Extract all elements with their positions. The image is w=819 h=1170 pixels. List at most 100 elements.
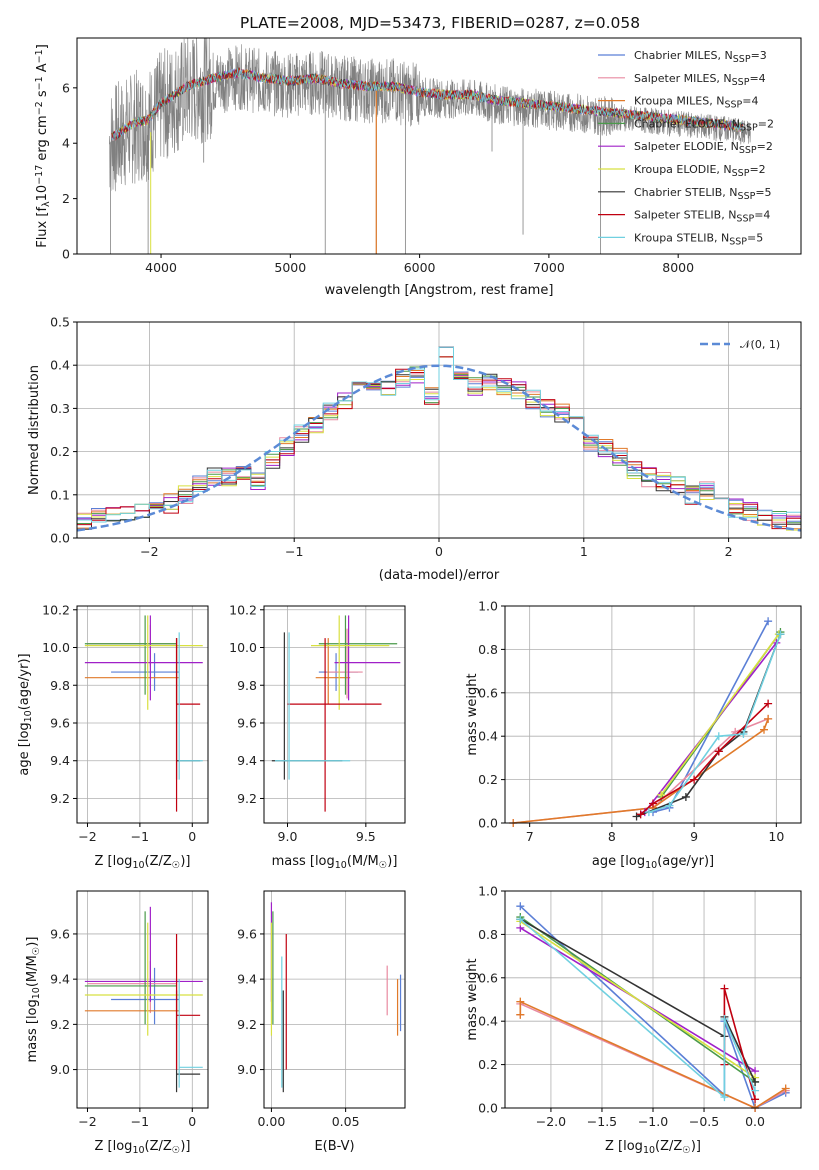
panel-0: 4000 5000 6000 7000 8000 0 2 4 6 Chabrier MILES, … [34, 37, 802, 298]
weight-point-7 [690, 775, 699, 784]
x-tick-label: −2 [140, 544, 158, 559]
x-tick-label: 0 [188, 1114, 196, 1129]
x-tick-label: −1 [131, 829, 149, 844]
legend-entry: Chabrier MILES, NSSP=3 [634, 49, 767, 65]
x-tick-label: −2.0 [536, 1114, 566, 1129]
panel-5: −2 −1 0 9.0 9.2 9.4 9.6 Z [log10(Z/Z☉)] mass [lo… [25, 890, 209, 1156]
x-tick-label: −1 [131, 1114, 149, 1129]
x-tick-label: 5000 [274, 260, 306, 275]
panel-2: −2 −1 0 9.2 9.4 9.6 9.8 10.0 10.2 Z [log10(Z/Z☉)]… [17, 602, 209, 871]
y-tick-label: 10.2 [42, 602, 70, 617]
legend-entry: Chabrier ELODIE, NSSP=2 [634, 117, 774, 132]
y-tick-label: 0.0 [50, 531, 70, 546]
weight-point-2 [781, 1084, 790, 1093]
x-axis-label: Z [log10(Z/Z☉)] [605, 1139, 701, 1156]
weight-point-7 [764, 699, 773, 708]
y-tick-label: 0.6 [478, 685, 498, 700]
y-tick-label: 0.8 [478, 642, 498, 657]
histogram-8 [77, 346, 801, 523]
y-tick-label: 0.5 [50, 315, 70, 330]
figure-title: PLATE=2008, MJD=53473, FIBERID=0287, z=0… [240, 14, 640, 32]
weight-point-8 [720, 1093, 729, 1102]
x-tick-label: 0.05 [332, 1114, 360, 1129]
weight-line-5 [519, 920, 756, 1079]
y-tick-label: 9.8 [237, 678, 257, 693]
weight-point-7 [751, 1095, 760, 1104]
legend-entry: Kroupa ELODIE, NSSP=2 [634, 163, 766, 179]
axes-frame [263, 890, 406, 1109]
x-tick-label: 0 [188, 829, 196, 844]
y-tick-label: 0.1 [50, 487, 70, 502]
y-tick-label: 9.6 [237, 715, 257, 730]
x-axis-label: age [log10(age/yr)] [592, 854, 714, 871]
y-tick-label: 9.2 [237, 791, 257, 806]
y-tick-label: 0.2 [478, 772, 498, 787]
weight-point-8 [665, 801, 674, 810]
x-tick-label: 1 [580, 544, 588, 559]
weight-point-7 [636, 810, 645, 819]
y-tick-label: 0.4 [478, 1014, 498, 1029]
weight-point-7 [649, 799, 657, 808]
y-tick-label: 10.0 [42, 640, 70, 655]
weight-line-7 [723, 988, 756, 1100]
x-tick-label: −1 [285, 544, 303, 559]
y-tick-label: 9.4 [237, 972, 257, 987]
y-tick-label: 1.0 [478, 599, 498, 614]
x-tick-label: 4000 [145, 260, 177, 275]
y-tick-label: 9.0 [50, 1062, 70, 1077]
x-tick-label: 9 [690, 829, 698, 844]
x-axis-label: Z [log10(Z/Z☉)] [95, 854, 191, 871]
legend-entry: 𝒩(0, 1) [740, 338, 780, 351]
weight-point-2 [516, 997, 525, 1006]
weight-point-5 [657, 790, 666, 799]
y-tick-label: 0.4 [478, 729, 498, 744]
weight-point-6 [681, 792, 690, 801]
weight-point-2 [760, 725, 768, 734]
weight-point-8 [516, 915, 525, 924]
y-tick-label: 4 [62, 136, 70, 151]
panel-7: −2.0 −1.5 −1.0 −0.5 0.0 0.0 0.2 0.4 0.6 0.8 1.0 Z [… [465, 884, 802, 1156]
x-tick-label: −2 [78, 829, 96, 844]
y-axis-label: Flux [fλ10−17 erg cm−2 s−1 A−1] [34, 44, 52, 248]
legend-entry: Salpeter ELODIE, NSSP=2 [634, 140, 773, 156]
y-tick-label: 0.2 [478, 1057, 498, 1072]
weight-point-7 [714, 747, 723, 756]
x-tick-label: −0.5 [689, 1114, 719, 1129]
y-tick-label: 0.8 [478, 927, 498, 942]
x-tick-label: −2 [78, 1114, 96, 1129]
y-tick-label: 0.0 [478, 816, 498, 831]
x-axis-label: (data-model)/error [379, 568, 500, 583]
y-tick-label: 9.4 [50, 972, 70, 987]
x-tick-label: 8000 [662, 260, 694, 275]
x-axis-label: wavelength [Angstrom, rest frame] [325, 283, 554, 298]
legend: Chabrier MILES, NSSP=3 Salpeter MILES, NS… [598, 49, 774, 247]
y-tick-label: 9.8 [50, 678, 70, 693]
weight-point-2 [764, 714, 773, 723]
x-tick-label: 9.5 [356, 829, 376, 844]
y-tick-label: 0 [62, 247, 70, 262]
axes-frame [504, 605, 802, 824]
y-tick-label: 0.4 [50, 358, 70, 373]
panel-3: 9.0 9.5 9.2 9.4 9.6 9.8 10.0 10.2 mass [log10(M/… [229, 602, 406, 871]
panel-4: 7 8 9 10 0.0 0.2 0.4 0.6 0.8 1.0 age [log10(age/yr… [465, 599, 802, 871]
weight-point-6 [751, 1077, 760, 1086]
legend-entry: Kroupa MILES, NSSP=4 [634, 95, 758, 111]
weight-line-2 [519, 1000, 787, 1109]
x-tick-label: 8 [608, 829, 616, 844]
y-tick-label: 0.3 [50, 401, 70, 416]
x-tick-label: 7000 [533, 260, 565, 275]
y-axis-label: mass weight [465, 958, 480, 1040]
model-fit-8 [111, 68, 743, 141]
y-tick-label: 9.2 [50, 1017, 70, 1032]
y-tick-label: 0.6 [478, 970, 498, 985]
x-tick-label: 0 [435, 544, 443, 559]
x-tick-label: 7 [526, 829, 534, 844]
y-tick-label: 0.2 [50, 444, 70, 459]
panel-6: 0.00 0.05 9.0 9.2 9.4 9.6 E(B-V) [237, 890, 406, 1154]
weight-line-2 [513, 718, 769, 824]
normal-curve [77, 364, 801, 532]
y-tick-label: 2 [62, 191, 70, 206]
x-tick-label: 0.0 [745, 1114, 765, 1129]
x-axis-label: mass [log10(M/M☉)] [272, 854, 398, 871]
x-tick-label: 10 [768, 829, 784, 844]
